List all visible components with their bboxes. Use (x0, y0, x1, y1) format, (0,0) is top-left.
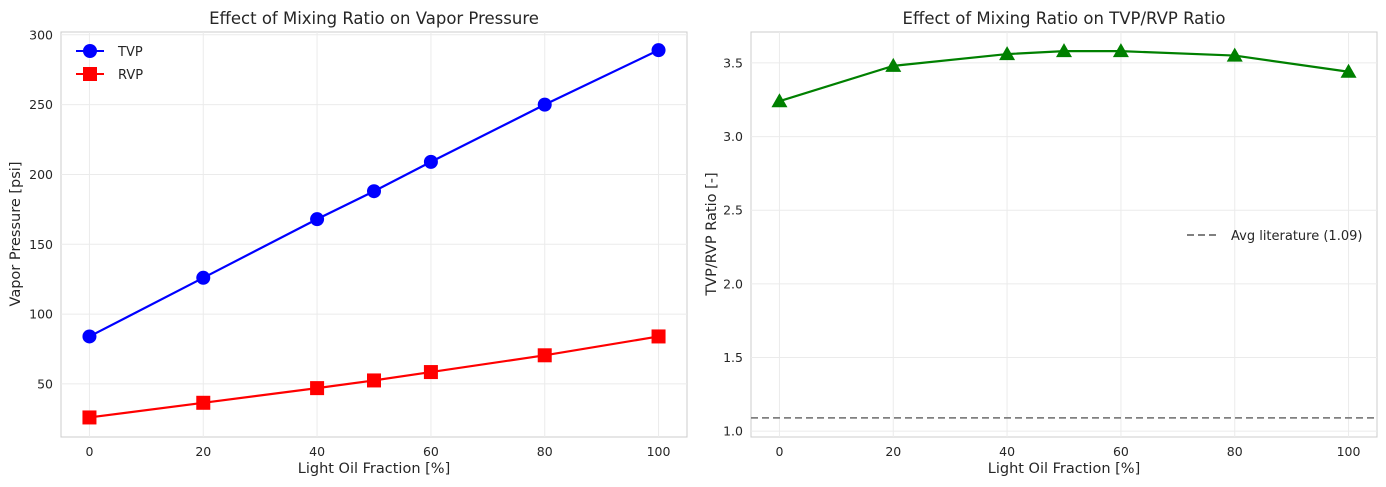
y-tick-label: 2.5 (723, 203, 743, 218)
x-tick-label: 60 (1113, 444, 1129, 459)
legend-item-tvp: TVP (76, 44, 143, 60)
ratio-chart: 0 20 40 60 80 100 1.0 1.5 2.0 2.5 3.0 3.5 Effect o… (704, 9, 1378, 477)
y-tick-label: 100 (29, 307, 53, 322)
series (82, 43, 666, 425)
x-tick-label: 40 (309, 444, 325, 459)
grid (61, 32, 687, 437)
data-point (423, 154, 438, 169)
data-point (367, 373, 381, 388)
y-tick-label: 150 (29, 237, 53, 252)
y-tick-labels: 50 100 150 200 250 300 (29, 27, 53, 391)
data-point (537, 97, 552, 112)
chart-title: Effect of Mixing Ratio on Vapor Pressure (209, 9, 539, 28)
data-point (1340, 63, 1357, 78)
y-tick-label: 2.0 (723, 276, 743, 291)
y-tick-label: 200 (29, 167, 53, 182)
y-tick-label: 1.0 (723, 424, 743, 439)
y-tick-label: 1.5 (723, 350, 743, 365)
data-point (423, 365, 438, 380)
y-tick-label: 250 (29, 97, 53, 112)
x-tick-label: 100 (647, 444, 671, 459)
data-point (1112, 43, 1129, 58)
x-tick-labels: 0 20 40 60 80 100 (85, 444, 670, 459)
grid (751, 32, 1377, 437)
legend-label-rvp: RVP (118, 68, 143, 83)
y-tick-label: 300 (29, 27, 53, 42)
data-point (196, 395, 211, 410)
data-point (82, 410, 97, 425)
data-point (367, 184, 381, 199)
data-point (82, 329, 97, 344)
data-point (310, 381, 325, 396)
legend-item-rvp: RVP (76, 67, 143, 83)
vapor-pressure-chart: 0 20 40 60 80 100 50 100 150 200 250 300 Effect of… (8, 9, 688, 477)
x-tick-label: 20 (885, 444, 901, 459)
y-axis-label: Vapor Pressure [psi] (8, 162, 24, 307)
data-point (196, 270, 211, 285)
x-axis-label: Light Oil Fraction [%] (298, 461, 450, 477)
plot-area (750, 31, 1378, 438)
data-point (310, 212, 325, 227)
y-tick-labels: 1.0 1.5 2.0 2.5 3.0 3.5 (723, 55, 743, 438)
y-tick-label: 3.5 (723, 55, 743, 70)
legend-item-avg-literature: Avg literature (1.09) (1187, 229, 1362, 244)
x-tick-labels: 0 20 40 60 80 100 (775, 444, 1360, 459)
x-tick-label: 40 (999, 444, 1015, 459)
y-tick-label: 3.0 (723, 129, 743, 144)
series (771, 43, 1357, 108)
legend: Avg literature (1.09) (1187, 229, 1362, 244)
legend-label-tvp: TVP (117, 45, 143, 60)
y-tick-label: 50 (37, 376, 53, 391)
legend-label-avg-literature: Avg literature (1.09) (1231, 229, 1362, 244)
legend: TVP RVP (76, 44, 143, 83)
data-point (885, 57, 902, 72)
data-point (1226, 47, 1243, 62)
x-tick-label: 100 (1337, 444, 1361, 459)
y-axis-label: TVP/RVP Ratio [-] (704, 172, 720, 296)
x-tick-label: 0 (775, 444, 783, 459)
data-point (999, 46, 1016, 61)
x-tick-label: 0 (85, 444, 93, 459)
x-axis-label: Light Oil Fraction [%] (988, 461, 1140, 477)
data-point (771, 93, 788, 108)
data-point (1056, 43, 1072, 58)
data-point (651, 329, 666, 344)
data-point (537, 348, 552, 363)
x-tick-label: 20 (195, 444, 211, 459)
chart-title: Effect of Mixing Ratio on TVP/RVP Ratio (903, 9, 1226, 28)
plot-area (60, 31, 688, 438)
x-tick-label: 60 (423, 444, 439, 459)
data-point (651, 43, 666, 58)
x-tick-label: 80 (537, 444, 553, 459)
x-tick-label: 80 (1227, 444, 1243, 459)
